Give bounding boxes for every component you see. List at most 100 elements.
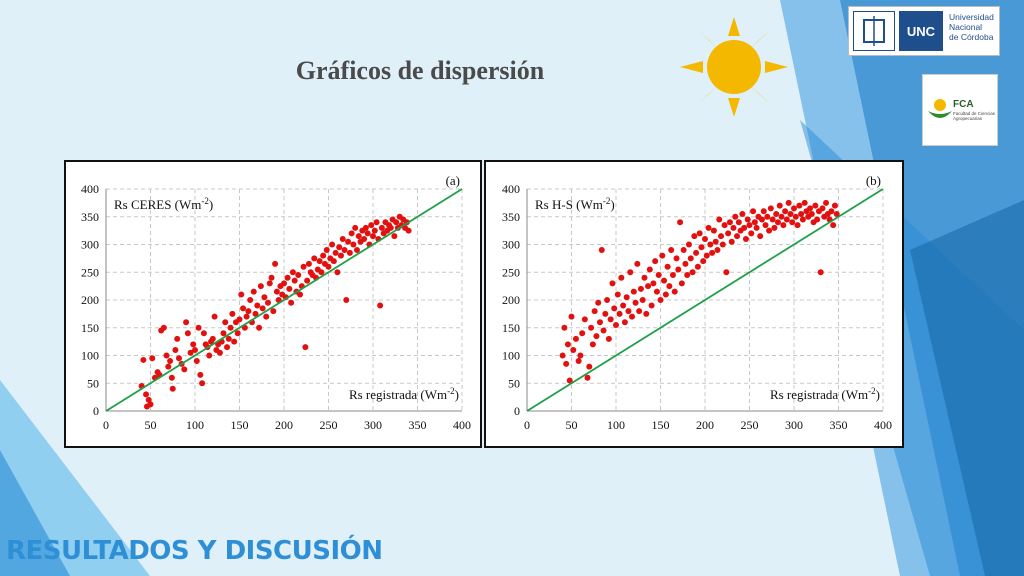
unc-name-line-3: de Córdoba bbox=[949, 32, 994, 42]
y-tick-label: 100 bbox=[502, 349, 520, 363]
data-point bbox=[281, 280, 287, 287]
data-point bbox=[263, 313, 270, 320]
data-point bbox=[623, 294, 630, 301]
data-point bbox=[718, 233, 725, 240]
data-point bbox=[149, 355, 156, 362]
section-footer: RESULTADOS Y DISCUSIÓN bbox=[6, 536, 383, 566]
data-point bbox=[199, 380, 206, 387]
data-point bbox=[691, 233, 698, 240]
y-tick-label: 350 bbox=[502, 210, 520, 224]
data-point bbox=[343, 297, 350, 303]
data-point bbox=[295, 272, 302, 279]
x-axis-label-end: ) bbox=[455, 387, 459, 402]
data-point bbox=[575, 358, 582, 365]
data-point bbox=[792, 213, 799, 220]
data-point bbox=[703, 252, 710, 259]
data-point bbox=[684, 272, 691, 279]
data-point bbox=[646, 266, 653, 273]
scatter-chart-a: 0 50 100 150 200 250 300 350 400 0 50 100 150 200 250 3… bbox=[81, 173, 471, 432]
data-point bbox=[613, 321, 619, 328]
data-point bbox=[798, 210, 805, 217]
data-point bbox=[579, 330, 586, 337]
data-point bbox=[163, 352, 170, 359]
data-point bbox=[799, 216, 806, 223]
data-point bbox=[391, 233, 398, 240]
data-point bbox=[782, 208, 789, 215]
data-point bbox=[739, 210, 746, 217]
y-axis-label: Rs H-S (Wm-2) bbox=[535, 196, 615, 212]
data-point bbox=[362, 224, 369, 231]
data-point bbox=[190, 341, 197, 348]
data-point bbox=[774, 219, 781, 226]
x-tick-label: 250 bbox=[320, 418, 338, 432]
data-point bbox=[325, 263, 332, 270]
panel-label: (a) bbox=[446, 173, 460, 188]
data-point bbox=[734, 233, 741, 240]
data-point bbox=[748, 230, 755, 237]
data-point bbox=[211, 313, 218, 320]
chart-panel-b: 0 50 100 150 200 250 300 350 400 0 50 100 150 200 250 3… bbox=[484, 160, 904, 448]
data-point bbox=[625, 308, 632, 315]
data-point bbox=[741, 224, 748, 231]
data-point bbox=[593, 333, 600, 340]
data-point bbox=[175, 355, 182, 362]
data-point bbox=[698, 244, 705, 251]
data-point bbox=[378, 224, 385, 231]
data-point bbox=[336, 244, 343, 251]
unc-name-line-2: Nacional bbox=[949, 22, 983, 32]
data-point bbox=[753, 224, 760, 231]
data-point bbox=[254, 302, 261, 309]
fca-abbr: FCA bbox=[953, 99, 974, 110]
data-point bbox=[348, 230, 355, 237]
data-point bbox=[783, 216, 790, 223]
data-point bbox=[677, 219, 684, 226]
data-point bbox=[184, 330, 191, 337]
data-point bbox=[831, 202, 838, 209]
data-point bbox=[405, 227, 412, 234]
y-axis-label: Rs CERES (Wm-2) bbox=[114, 196, 213, 212]
data-point bbox=[577, 352, 584, 359]
data-point bbox=[730, 224, 737, 231]
x-axis-label-sup: -2 bbox=[868, 386, 876, 396]
x-tick-label: 150 bbox=[231, 418, 249, 432]
data-point bbox=[316, 258, 323, 265]
data-point bbox=[661, 277, 668, 284]
data-point bbox=[650, 280, 657, 287]
data-point bbox=[172, 346, 179, 353]
data-point bbox=[629, 313, 636, 320]
data-point bbox=[685, 241, 692, 248]
data-point bbox=[346, 249, 353, 256]
y-tick-label: 150 bbox=[81, 321, 99, 335]
data-point bbox=[621, 319, 628, 326]
data-point bbox=[304, 277, 311, 284]
data-point bbox=[742, 235, 749, 242]
data-point bbox=[757, 233, 764, 240]
data-point bbox=[197, 371, 204, 378]
data-point bbox=[710, 227, 717, 234]
y-axis-label-end: ) bbox=[610, 197, 614, 212]
data-point bbox=[653, 288, 660, 295]
data-point bbox=[323, 247, 330, 254]
x-tick-label: 200 bbox=[275, 418, 293, 432]
data-point bbox=[637, 285, 644, 292]
data-point bbox=[716, 216, 723, 223]
data-point bbox=[728, 238, 735, 245]
x-tick-label: 350 bbox=[830, 418, 848, 432]
unc-logo: UNC Universidad Nacional de Córdoba bbox=[848, 6, 1000, 56]
data-point bbox=[222, 319, 229, 326]
data-point bbox=[614, 291, 621, 298]
y-tick-label: 300 bbox=[502, 238, 520, 252]
data-point bbox=[252, 310, 259, 317]
data-point bbox=[320, 252, 327, 259]
data-point bbox=[193, 358, 200, 365]
y-tick-label: 100 bbox=[81, 349, 99, 363]
data-point bbox=[368, 222, 375, 229]
data-point bbox=[247, 297, 254, 303]
data-point bbox=[602, 310, 609, 317]
data-point bbox=[762, 222, 769, 229]
data-point bbox=[702, 235, 708, 242]
x-tick-label: 300 bbox=[785, 418, 803, 432]
data-point bbox=[272, 260, 279, 267]
y-tick-label: 50 bbox=[508, 376, 520, 390]
data-point bbox=[735, 219, 742, 226]
